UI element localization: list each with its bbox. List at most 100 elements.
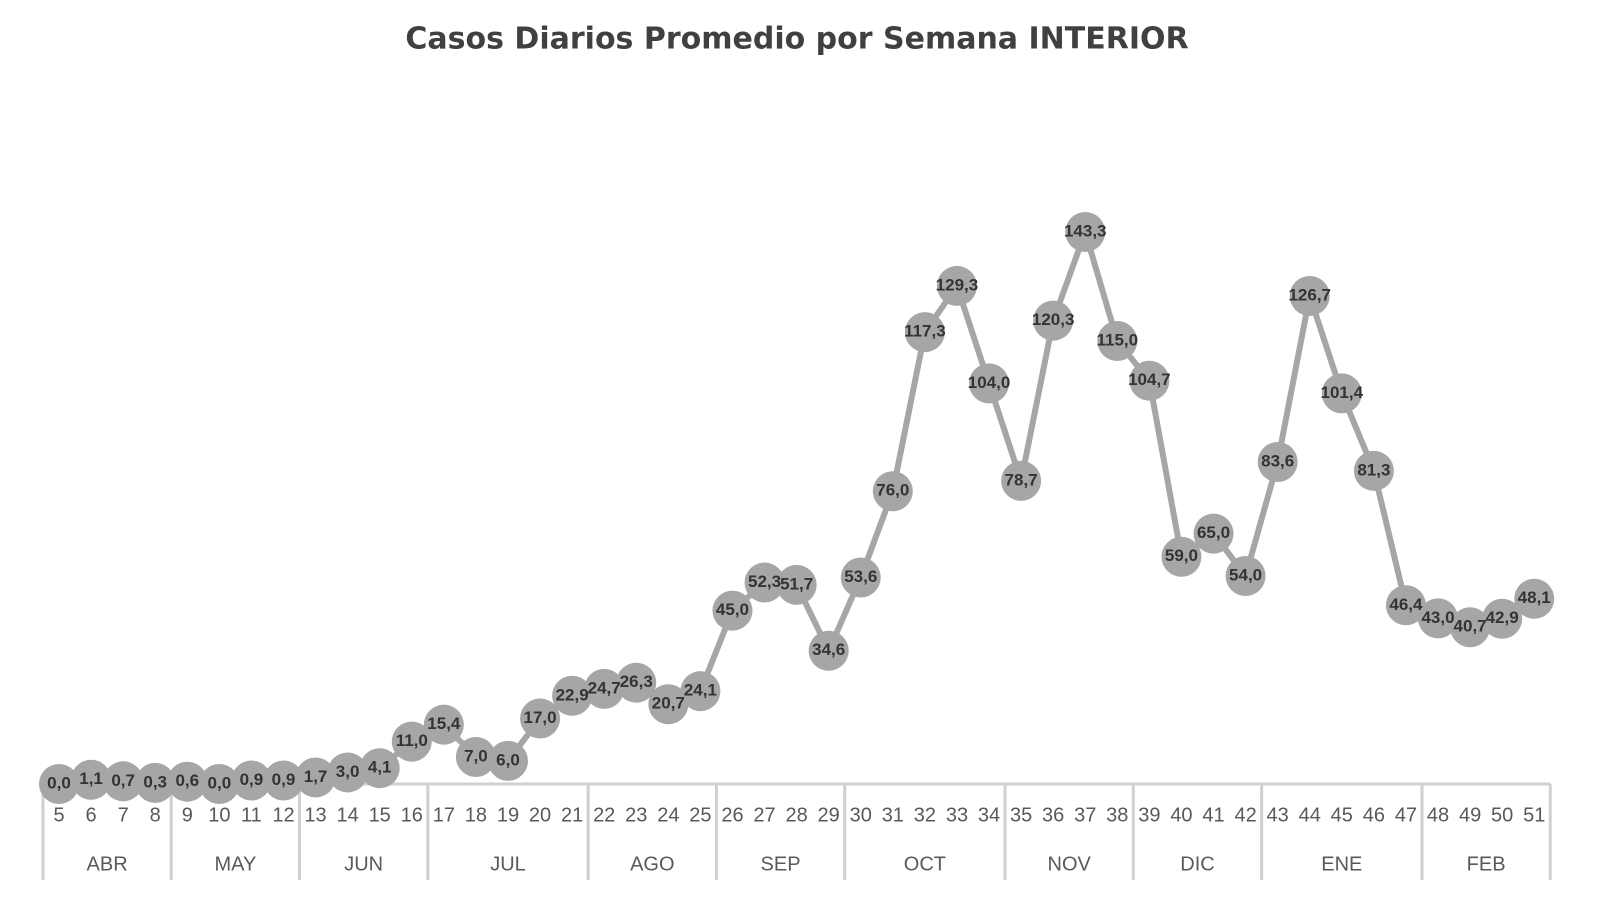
data-label: 42,9: [1486, 608, 1519, 627]
x-tick-label: 45: [1331, 804, 1353, 826]
marker: [840, 557, 881, 598]
marker: [616, 662, 657, 703]
x-tick-label: 46: [1363, 804, 1385, 826]
x-tick-label: 35: [1010, 804, 1032, 826]
month-label: ENE: [1321, 853, 1362, 875]
data-label: 104,0: [968, 373, 1011, 392]
marker: [712, 590, 753, 631]
data-label: 0,0: [47, 773, 71, 792]
marker: [327, 752, 368, 793]
marker: [1514, 578, 1555, 619]
month-label: DIC: [1180, 853, 1214, 875]
data-label: 46,4: [1389, 595, 1423, 614]
marker: [552, 675, 593, 716]
marker: [1129, 360, 1170, 401]
data-label: 0,9: [240, 770, 264, 789]
data-label: 0,9: [272, 770, 296, 789]
marker: [199, 764, 240, 804]
marker: [584, 668, 625, 709]
data-label: 117,3: [904, 322, 946, 341]
data-label: 83,6: [1261, 451, 1294, 470]
marker: [263, 760, 304, 801]
data-label: 15,4: [427, 714, 461, 733]
marker: [1001, 460, 1042, 501]
marker: [359, 748, 400, 789]
x-tick-label: 44: [1299, 804, 1321, 826]
x-tick-label: 36: [1042, 804, 1064, 826]
data-label: 53,6: [844, 567, 877, 586]
data-label: 0,3: [143, 772, 167, 791]
data-label: 81,3: [1357, 460, 1390, 479]
marker: [1482, 598, 1523, 639]
x-tick-label: 43: [1267, 804, 1289, 826]
marker: [1450, 607, 1491, 648]
data-label: 24,1: [684, 681, 717, 700]
x-tick-label: 27: [753, 804, 775, 826]
x-tick-label: 26: [721, 804, 743, 826]
x-tick-label: 20: [529, 804, 551, 826]
x-tick-label: 50: [1491, 804, 1513, 826]
month-label: FEB: [1467, 853, 1506, 875]
month-label: JUL: [490, 853, 526, 875]
x-tick-label: 24: [657, 804, 679, 826]
chart-title: Casos Diarios Promedio por Semana INTERI…: [405, 22, 1188, 57]
x-tick-label: 18: [465, 804, 487, 826]
marker: [680, 671, 721, 712]
x-tick-label: 37: [1074, 804, 1096, 826]
x-tick-label: 13: [304, 804, 326, 826]
data-label: 0,6: [175, 771, 199, 790]
data-label: 40,7: [1454, 617, 1487, 636]
data-label: 129,3: [936, 275, 979, 294]
x-tick-label: 11: [241, 804, 262, 826]
x-tick-label: 49: [1459, 804, 1481, 826]
data-label: 52,3: [748, 572, 781, 591]
data-label: 20,7: [652, 694, 685, 713]
marker: [1353, 450, 1394, 491]
data-label: 115,0: [1097, 331, 1139, 350]
data-label: 0,0: [208, 773, 232, 792]
x-tick-label: 23: [625, 804, 647, 826]
data-label: 26,3: [620, 672, 653, 691]
x-tick-label: 48: [1427, 804, 1449, 826]
marker: [71, 759, 112, 800]
data-label: 43,0: [1421, 608, 1454, 627]
marker: [1065, 212, 1106, 253]
data-label: 104,7: [1128, 370, 1171, 389]
marker: [744, 562, 785, 603]
x-tick-label: 21: [561, 804, 583, 826]
x-tick-label: 6: [86, 804, 97, 826]
x-tick-label: 25: [689, 804, 711, 826]
x-tick-label: 14: [337, 804, 359, 826]
marker: [39, 764, 79, 804]
x-tick-label: 22: [593, 804, 615, 826]
marker: [969, 363, 1010, 404]
data-label: 76,0: [876, 481, 909, 500]
marker: [295, 757, 336, 798]
month-label: JUN: [344, 853, 383, 875]
data-label: 7,0: [464, 747, 488, 766]
data-label: 143,3: [1064, 221, 1107, 240]
marker: [391, 721, 432, 762]
x-tick-label: 19: [497, 804, 519, 826]
data-label: 65,0: [1197, 523, 1230, 542]
marker: [1257, 441, 1298, 482]
data-label: 59,0: [1165, 546, 1198, 565]
x-tick-label: 7: [118, 804, 129, 826]
marker: [103, 761, 144, 802]
marker: [1418, 598, 1459, 639]
data-label: 45,0: [716, 600, 749, 619]
data-label: 51,7: [780, 574, 813, 593]
marker: [904, 312, 945, 353]
data-label: 3,0: [336, 762, 360, 781]
marker: [808, 630, 849, 671]
x-tick-label: 31: [882, 804, 904, 826]
data-label: 120,3: [1032, 310, 1075, 329]
data-label: 6,0: [496, 750, 520, 769]
data-label: 17,0: [524, 708, 557, 727]
x-tick-label: 29: [818, 804, 840, 826]
data-label: 0,7: [111, 771, 135, 790]
x-tick-label: 32: [914, 804, 936, 826]
marker: [1385, 585, 1426, 626]
marker: [648, 684, 689, 725]
marker: [1193, 513, 1234, 554]
